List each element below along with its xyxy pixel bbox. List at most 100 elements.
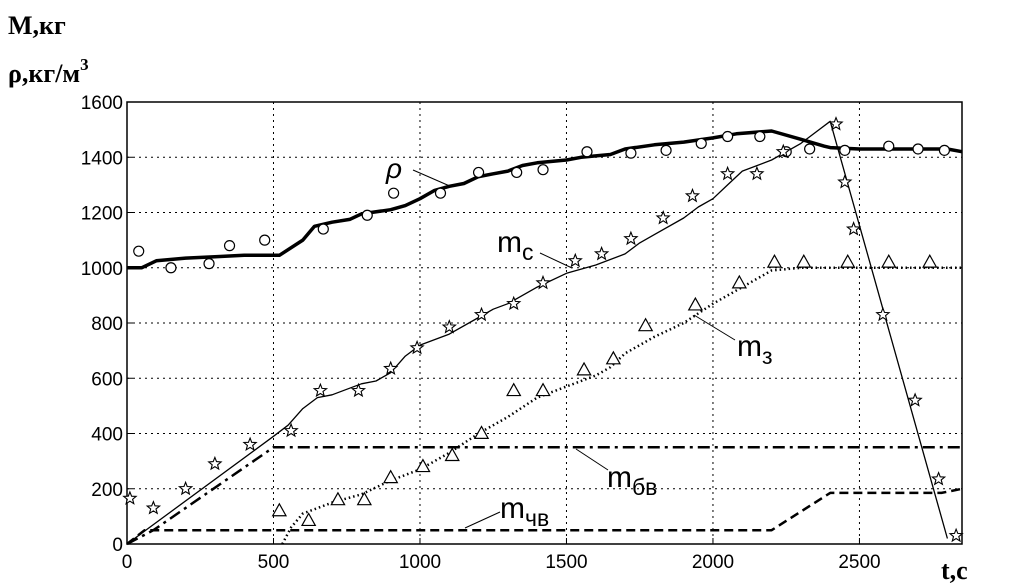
leader-line-mchv: [464, 511, 501, 529]
plot-frame: [126, 101, 963, 545]
star-marker: [350, 382, 367, 398]
triangle-marker: [922, 253, 938, 268]
x-tick-label: 1000: [399, 552, 441, 573]
circle-marker: [133, 245, 145, 257]
triangle-marker: [687, 296, 704, 311]
series-label-mchv: mчв: [500, 492, 549, 531]
x-tick-label: 1500: [545, 552, 587, 573]
markers: [122, 116, 964, 543]
y-tick-label: 1000: [81, 259, 123, 280]
triangle-marker: [444, 447, 460, 462]
circle-marker: [434, 187, 447, 199]
star-marker: [845, 221, 862, 236]
star-marker: [907, 392, 923, 407]
circle-marker: [537, 164, 549, 176]
circle-marker: [912, 143, 924, 155]
y-tick-label: 1600: [81, 93, 123, 114]
star-marker: [684, 187, 701, 203]
star-marker: [383, 360, 399, 376]
leader-line-mz: [693, 314, 736, 341]
star-marker: [283, 422, 299, 438]
circle-marker: [754, 130, 766, 143]
triangle-marker: [766, 253, 783, 268]
circle-marker: [361, 209, 373, 221]
circle-marker: [660, 144, 672, 156]
x-tick-label: 500: [258, 552, 290, 573]
x-tick-label: 2000: [692, 552, 734, 573]
y-axis-label-line1: M,кг: [8, 11, 66, 40]
y-tick-label: 400: [91, 425, 123, 446]
circle-marker: [804, 143, 816, 155]
triangle-marker: [840, 253, 856, 268]
star-marker: [145, 500, 162, 515]
star-marker: [312, 382, 329, 398]
triangle-marker: [330, 491, 346, 506]
x-axis-label: t,c: [941, 556, 968, 584]
circle-marker: [259, 234, 271, 246]
triangle-marker: [415, 458, 431, 473]
y-tick-label: 200: [91, 480, 123, 501]
star-marker: [655, 209, 671, 225]
series-line-3: [126, 446, 962, 546]
star-marker: [775, 143, 791, 159]
circle-marker: [581, 146, 593, 158]
x-tick-label: 2500: [838, 552, 880, 573]
triangle-marker: [881, 253, 897, 268]
star-marker: [207, 455, 223, 471]
star-marker: [535, 274, 551, 290]
triangle-marker: [637, 317, 654, 332]
star-marker: [409, 339, 425, 355]
star-marker: [875, 306, 891, 322]
circle-marker: [223, 240, 236, 252]
triangle-marker: [796, 253, 812, 268]
grid: [126, 101, 962, 545]
triangle-marker: [356, 491, 372, 506]
star-marker: [177, 480, 194, 496]
tick-labels: 0 500 1000 1500 2000 2500 0 200 400 600 800 1000 120…: [81, 93, 881, 573]
star-marker: [828, 116, 844, 131]
circle-marker: [839, 144, 851, 156]
star-marker: [623, 230, 639, 246]
y-tick-label: 600: [91, 369, 123, 390]
leader-line-mbv: [575, 448, 609, 471]
triangle-marker: [605, 350, 622, 365]
circle-marker: [938, 144, 951, 156]
star-marker: [567, 252, 583, 268]
star-marker: [837, 174, 853, 189]
series: [126, 120, 963, 546]
star-marker: [948, 527, 964, 543]
star-marker: [441, 319, 457, 334]
triangle-marker: [473, 425, 490, 439]
y-tick-label: 1400: [81, 148, 123, 169]
star-marker: [242, 436, 258, 452]
y-tick-label: 0: [112, 535, 123, 556]
series-line-2: [281, 266, 962, 545]
y-tick-label: 1200: [81, 204, 123, 225]
leader-line-mc: [539, 252, 573, 269]
leader-line-rho: [412, 169, 453, 188]
triangle-marker: [300, 512, 317, 527]
circle-marker: [203, 258, 215, 270]
star-marker: [749, 165, 765, 181]
triangle-marker: [506, 382, 522, 397]
star-marker: [122, 490, 138, 505]
circle-marker: [511, 166, 523, 179]
triangle-marker: [576, 361, 592, 376]
star-marker: [506, 295, 522, 311]
circle-marker: [317, 223, 329, 235]
triangle-marker: [383, 469, 399, 484]
circle-marker: [625, 147, 637, 159]
star-marker: [593, 245, 610, 261]
circle-marker: [883, 140, 895, 152]
star-marker: [719, 165, 736, 181]
series-line-1: [126, 120, 949, 545]
x-tick-label: 0: [122, 552, 133, 573]
star-marker: [930, 471, 947, 486]
series-label-mc: mc: [497, 226, 534, 265]
triangle-marker: [731, 274, 748, 289]
series-label-mbv: mбв: [607, 461, 657, 500]
triangle-marker: [271, 502, 288, 517]
